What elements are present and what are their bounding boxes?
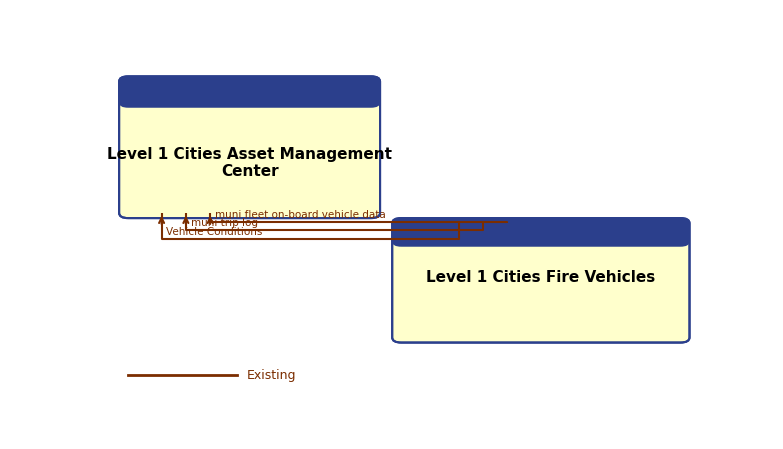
Text: muni trip log: muni trip log bbox=[191, 219, 258, 229]
Text: Level 1 Cities Fire Vehicles: Level 1 Cities Fire Vehicles bbox=[426, 270, 655, 286]
Text: Vehicle Conditions: Vehicle Conditions bbox=[167, 227, 263, 237]
FancyBboxPatch shape bbox=[119, 76, 380, 218]
Text: muni fleet on-board vehicle data: muni fleet on-board vehicle data bbox=[215, 210, 386, 220]
Text: Existing: Existing bbox=[247, 369, 296, 382]
FancyBboxPatch shape bbox=[392, 218, 690, 343]
FancyBboxPatch shape bbox=[119, 76, 380, 108]
Bar bbox=[128, 92, 371, 102]
FancyBboxPatch shape bbox=[392, 218, 690, 247]
Bar bbox=[402, 233, 680, 242]
Text: Level 1 Cities Asset Management
Center: Level 1 Cities Asset Management Center bbox=[107, 147, 392, 180]
